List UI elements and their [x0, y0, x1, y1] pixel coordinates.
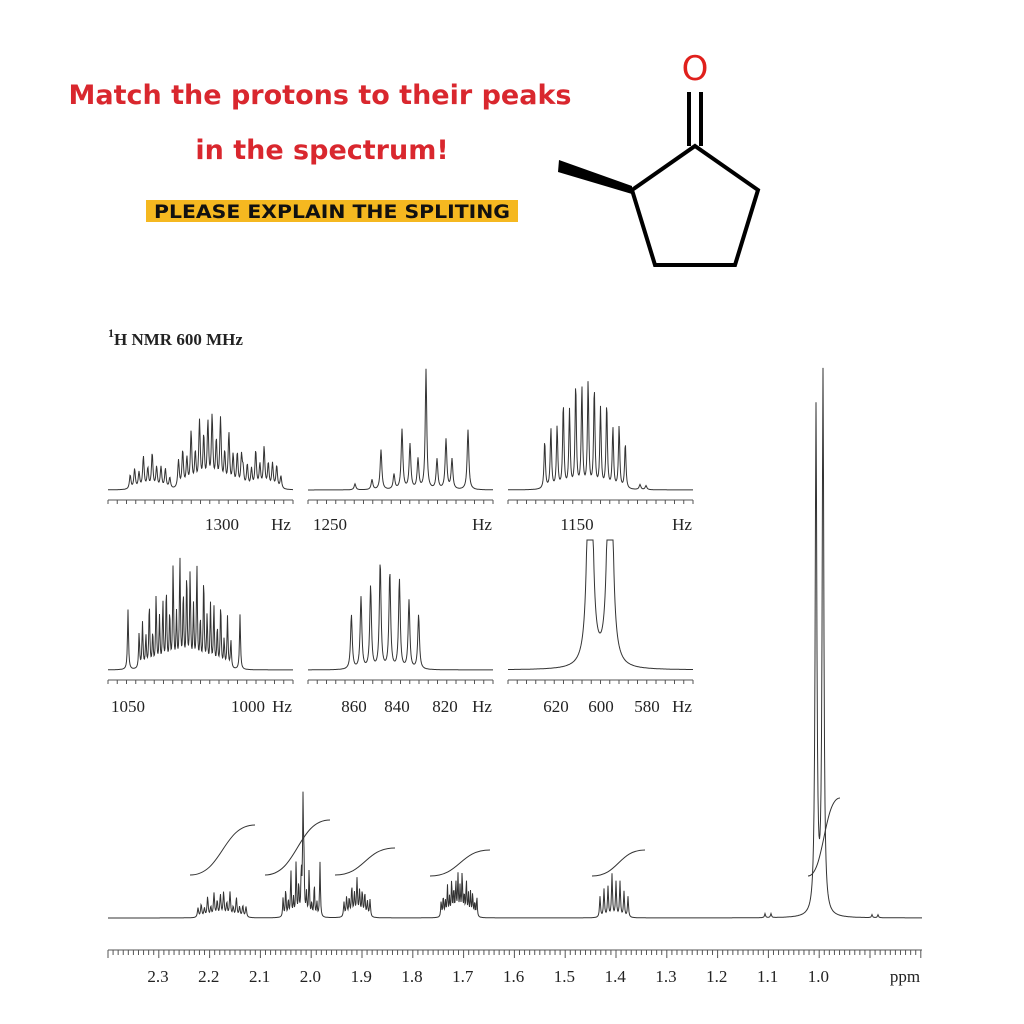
spectrum-title: 1H NMR 600 MHz — [108, 326, 243, 349]
title-text: H NMR 600 MHz — [114, 330, 243, 349]
spectrum-trace — [108, 413, 293, 491]
spectrum-trace — [508, 539, 693, 670]
spectrum-trace — [308, 368, 493, 491]
superscript: 1 — [108, 326, 114, 340]
axis-label: 1150 — [560, 515, 593, 534]
ring — [629, 143, 761, 267]
axis-label: 1.8 — [401, 967, 422, 986]
molecule: O — [558, 49, 761, 267]
axis-label: 1.1 — [757, 967, 778, 986]
axis-label: 580 — [634, 697, 660, 716]
axis-label: 860 — [341, 697, 367, 716]
axis-label: 2.3 — [147, 967, 168, 986]
axis-label: 1.0 — [808, 967, 829, 986]
spectrum-trace — [508, 381, 693, 491]
atom-label: O — [682, 49, 709, 89]
axis-label: 1000 — [231, 697, 265, 716]
spectrum: 1300 Hz 1250 Hz 1150 Hz 1050 1000 Hz 860 840 820 Hz 6… — [107, 367, 922, 986]
axis-label: 2.1 — [249, 967, 270, 986]
axis-label: 1.7 — [452, 967, 474, 986]
axis-unit: ppm — [890, 967, 920, 986]
integral-curve — [189, 824, 256, 876]
axis-label: 1.6 — [503, 967, 524, 986]
highlight — [146, 200, 518, 222]
axis-label: 840 — [384, 697, 410, 716]
spectrum-trace — [308, 564, 493, 671]
integral-curve — [429, 849, 491, 877]
axis-label: 820 — [432, 697, 458, 716]
spectrum-trace — [108, 557, 293, 671]
wedge-bond — [558, 160, 632, 194]
question-line: Match the protons to their peaks — [69, 80, 572, 111]
integral-curve — [264, 819, 331, 876]
axis-label: 2.0 — [300, 967, 321, 986]
axis-label: Hz — [472, 515, 492, 534]
axis-label: 620 — [543, 697, 569, 716]
spectrum-trace — [108, 367, 922, 919]
axis-label: 1.9 — [351, 967, 372, 986]
axis-label: 1.2 — [706, 967, 727, 986]
axis-label: 1250 — [313, 515, 347, 534]
axis-label: 1050 — [111, 697, 145, 716]
axis-label: 600 — [588, 697, 614, 716]
axis-label: Hz — [271, 515, 291, 534]
integral-curve — [334, 847, 396, 876]
axis-label: Hz — [672, 515, 692, 534]
note: PLEASE EXPLAIN THE SPLITING — [154, 201, 510, 223]
integral-curve — [591, 849, 646, 877]
axis-label: Hz — [672, 697, 692, 716]
axis-label: Hz — [472, 697, 492, 716]
axis-label: 1300 — [205, 515, 239, 534]
axis-label: 1.5 — [554, 967, 575, 986]
axis-label: 1.3 — [655, 967, 676, 986]
question-line: in the spectrum! — [195, 135, 448, 166]
axis-label: 1.4 — [605, 967, 627, 986]
integral-curve — [807, 797, 841, 877]
axis-label: Hz — [272, 697, 292, 716]
axis-label: 2.2 — [198, 967, 219, 986]
